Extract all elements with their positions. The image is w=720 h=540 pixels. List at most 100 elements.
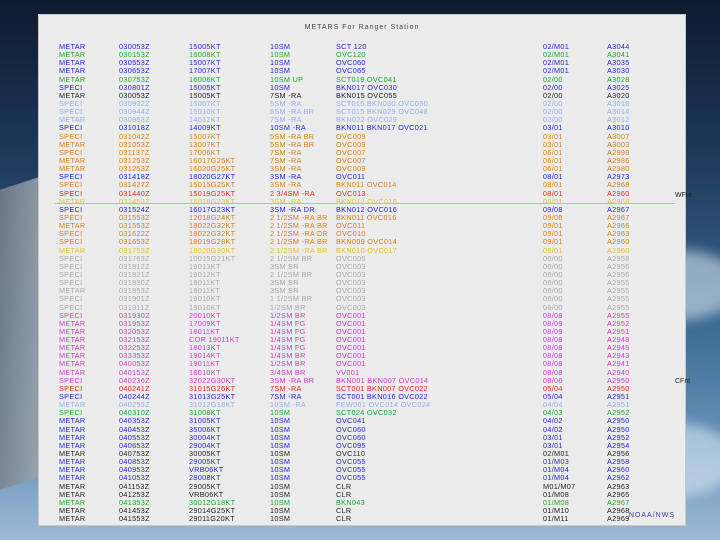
sky-condition: SCT019 OVC041	[336, 74, 397, 84]
visibility: 10SM	[270, 514, 291, 524]
altimeter: A2952	[607, 432, 630, 442]
wind: 18011KT	[189, 326, 221, 336]
wind: 19010KT	[189, 294, 221, 304]
report-type: SPECI	[59, 82, 83, 92]
visibility: 2 1/2SM -RA BR	[270, 245, 328, 255]
altimeter: A2966	[607, 221, 630, 231]
visibility: 10SM	[270, 489, 291, 499]
sky-condition: BKN011 OVC016	[336, 212, 397, 222]
visibility: 5SM -RA BR	[270, 139, 315, 149]
wind: 31008KT	[189, 408, 221, 418]
sky-condition: BKN011 BKN017 OVC021	[336, 123, 428, 133]
report-type: METAR	[59, 514, 86, 524]
wind: 18020G30KT	[189, 245, 236, 255]
wind: 19010KT	[189, 302, 221, 312]
temperature: 03/01	[543, 139, 563, 149]
altimeter: A2956	[607, 269, 630, 279]
sky-condition: OVC011	[336, 221, 366, 231]
metar-row: METAR 041353Z 30012G18KT 10SM BKN043 01/M08 A2…	[59, 497, 679, 507]
wind: 18022G32KT	[189, 229, 236, 239]
wind: 15005KT	[189, 90, 221, 100]
report-time: 040853Z	[119, 457, 150, 467]
sky-condition: OVC009	[336, 131, 366, 141]
metar-row: METAR 040253Z 31012G18KT 10SM -RA FEW001 OVC…	[59, 401, 679, 409]
visibility: 2 1/2SM -RA BR	[270, 221, 328, 231]
wind: 15007KT	[189, 131, 221, 141]
visibility: 10SM	[270, 50, 291, 60]
visibility: 7SM -RA	[270, 392, 302, 402]
report-type: SPECI	[59, 172, 83, 182]
visibility: 10SM	[270, 432, 291, 442]
report-time: 032153Z	[119, 335, 150, 345]
temperature: 04/04	[543, 400, 563, 410]
wind: 29004KT	[189, 440, 221, 450]
report-time: 031042Z	[119, 131, 150, 141]
report-type: METAR	[59, 66, 86, 76]
sky-condition: OVC110	[336, 449, 366, 459]
sky-condition: OVC001	[336, 351, 366, 361]
temperature: 01/M10	[543, 506, 570, 516]
altimeter: A2960	[607, 245, 630, 255]
altimeter: A2960	[607, 188, 630, 198]
report-time: 030801Z	[119, 82, 150, 92]
temperature: 02/00	[543, 90, 563, 100]
visibility: 1 1/2SM BR	[270, 294, 313, 304]
wind: VRB06KT	[189, 489, 224, 499]
altimeter: A2954	[607, 440, 630, 450]
temperature: 01/M04	[543, 473, 570, 483]
visibility: 7SM -RA	[270, 90, 302, 100]
altimeter: A2967	[607, 212, 630, 222]
visibility: 10SM UP	[270, 74, 304, 84]
altimeter: A2940	[607, 367, 630, 377]
temperature: 03/01	[543, 131, 563, 141]
visibility: 1/4SM BR	[270, 351, 306, 361]
altimeter: A3035	[607, 58, 630, 68]
report-time: 030153Z	[119, 50, 150, 60]
temperature: 06/00	[543, 278, 563, 288]
altimeter: A2951	[607, 392, 630, 402]
altimeter: A2967	[607, 497, 630, 507]
visibility: 3SM -RA	[270, 180, 302, 190]
wind: 19014KT	[189, 351, 221, 361]
altimeter: A2948	[607, 335, 630, 345]
visibility: 2 1/2SM BR	[270, 269, 313, 279]
metar-row: SPECI 040244Z 31013G25KT 7SM -RA SCT001 BKN0…	[59, 392, 679, 402]
metar-row: SPECI 031930Z 20010KT 1/2SM BR OVC001 08/08 A2…	[59, 310, 679, 320]
visibility: 1/4SM FG	[270, 318, 306, 328]
wind: 19011KT	[189, 359, 221, 369]
metar-row: METAR 040653Z 29004KT 10SM OVC095 03/01 A2954	[59, 440, 679, 450]
altimeter: A2950	[607, 383, 630, 393]
report-time: 031524Z	[119, 204, 150, 214]
report-type: METAR	[59, 196, 86, 206]
report-type: METAR	[59, 245, 86, 255]
report-type: METAR	[59, 343, 86, 353]
visibility: 10SM	[270, 82, 291, 92]
visibility: 10SM	[270, 457, 291, 467]
visibility: 1/4SM FG	[270, 326, 306, 336]
temperature: 02/00	[543, 82, 563, 92]
temperature: 04/02	[543, 416, 563, 426]
report-time: 031418Z	[119, 172, 150, 182]
report-type: SPECI	[59, 253, 83, 263]
metar-row: METAR 030053Z 15005KT 10SM SCT 120 02/M01 A304…	[59, 42, 679, 51]
altimeter: A3028	[607, 74, 630, 84]
report-time: 031427Z	[119, 180, 150, 190]
metar-row: SPECI 031042Z 15007KT 5SM -RA BR OVC009 03/01…	[59, 131, 679, 141]
report-type: METAR	[59, 440, 86, 450]
report-time: 040453Z	[119, 424, 150, 434]
report-time: 040244Z	[119, 392, 150, 402]
metar-row: SPECI 031440Z 15019G25KT 2 3/4SM -RA OVC013 0…	[59, 188, 679, 198]
visibility: 1/2SM BR	[270, 359, 306, 369]
metar-row: SPECI 030932Z 15007KT 5SM -RA SCT015 BKN030 …	[59, 99, 679, 108]
wind: 35006KT	[189, 424, 221, 434]
report-time: 040553Z	[119, 432, 150, 442]
sky-condition: OVC011	[336, 172, 366, 182]
wind: 17009KT	[189, 318, 221, 328]
report-time: 031440Z	[119, 188, 150, 198]
sky-condition: OVC001	[336, 310, 366, 320]
altimeter: A2955	[607, 294, 630, 304]
report-type: METAR	[59, 432, 86, 442]
sky-condition: OVC060	[336, 58, 366, 68]
sky-condition: OVC060	[336, 432, 366, 442]
temperature: 08/06	[543, 375, 563, 385]
